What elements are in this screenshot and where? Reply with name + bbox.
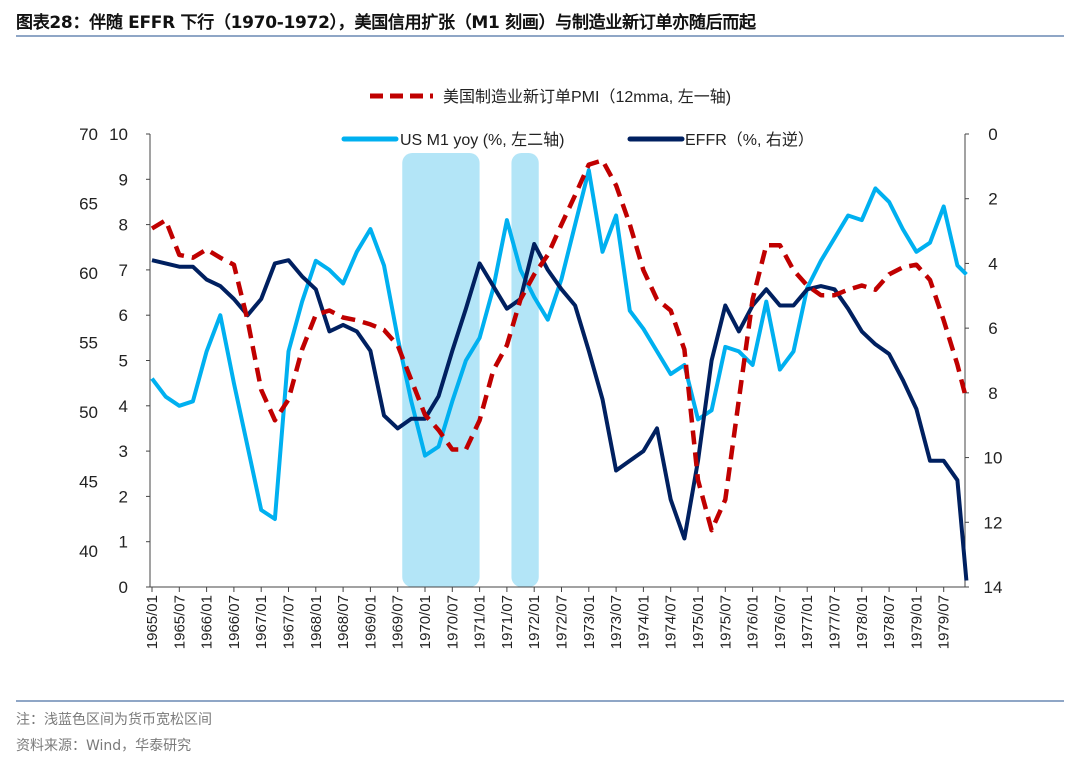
footer-divider: [16, 700, 1064, 702]
x-axis-tick-label: 1974/07: [663, 595, 680, 649]
m1-axis-tick-label: 2: [119, 487, 128, 506]
x-axis-tick-label: 1971/07: [499, 595, 516, 649]
x-axis-tick-label: 1965/01: [144, 595, 161, 649]
easing-period-shade: [511, 153, 539, 587]
m1-axis-tick-label: 8: [119, 216, 128, 235]
x-axis-tick-label: 1976/01: [745, 595, 762, 649]
m1-axis-tick-label: 5: [119, 352, 128, 371]
chart-title: 图表28：伴随 EFFR 下行（1970-1972），美国信用扩张（M1 刻画）…: [16, 13, 756, 33]
effr-axis-tick-label: 10: [984, 449, 1003, 468]
x-axis-tick-label: 1979/01: [908, 595, 925, 649]
x-axis-tick-label: 1978/01: [854, 595, 871, 649]
m1-axis-tick-label: 9: [119, 170, 128, 189]
title-divider: [16, 35, 1064, 37]
x-axis-tick-label: 1976/07: [772, 595, 789, 649]
x-axis-tick-label: 1977/07: [827, 595, 844, 649]
x-axis-tick-label: 1968/07: [335, 595, 352, 649]
legend-pmi-label: 美国制造业新订单PMI（12mma, 左一轴): [443, 88, 731, 106]
effr-axis-tick-label: 4: [988, 254, 997, 273]
pmi-series-line: [150, 158, 969, 533]
m1-axis-tick-label: 1: [119, 533, 128, 552]
footnote: 注：浅蓝色区间为货币宽松区间: [16, 712, 212, 728]
x-axis-tick-label: 1966/01: [199, 595, 216, 649]
x-axis-tick-label: 1970/01: [417, 595, 434, 649]
pmi-axis-tick-label: 45: [79, 473, 98, 492]
pmi-axis-tick-label: 60: [79, 264, 98, 283]
m1-axis-tick-label: 7: [119, 261, 128, 280]
pmi-axis-tick-label: 65: [79, 195, 98, 214]
source-note: 资料来源：Wind，华泰研究: [16, 738, 192, 754]
x-axis-tick-label: 1972/01: [526, 595, 543, 649]
effr-axis-tick-label: 6: [988, 319, 997, 338]
effr-axis-tick-label: 14: [984, 578, 1003, 597]
pmi-axis-tick-label: 55: [79, 334, 98, 353]
effr-axis-tick-label: 0: [988, 125, 997, 144]
x-axis-tick-label: 1975/01: [690, 595, 707, 649]
x-axis-tick-label: 1971/01: [472, 595, 489, 649]
x-axis-tick-label: 1978/07: [881, 595, 898, 649]
x-axis-tick-label: 1966/07: [226, 595, 243, 649]
legend-m1-label: US M1 yoy (%, 左二轴): [400, 131, 564, 149]
m1-axis-tick-label: 3: [119, 442, 128, 461]
x-axis-tick-label: 1973/01: [581, 595, 598, 649]
x-axis-tick-label: 1979/07: [936, 595, 953, 649]
pmi-axis-tick-label: 50: [79, 403, 98, 422]
x-axis-tick-label: 1969/07: [390, 595, 407, 649]
m1-series-line: [150, 168, 968, 521]
effr-axis-tick-label: 8: [988, 384, 997, 403]
x-axis-tick-label: 1968/01: [308, 595, 325, 649]
x-axis-tick-label: 1973/07: [608, 595, 625, 649]
m1-axis-tick-label: 0: [119, 578, 128, 597]
pmi-axis-tick-label: 70: [79, 125, 98, 144]
x-axis-tick-label: 1970/07: [444, 595, 461, 649]
x-axis-tick-label: 1975/07: [717, 595, 734, 649]
x-axis-tick-label: 1974/01: [635, 595, 652, 649]
x-axis-tick-label: 1965/07: [171, 595, 188, 649]
m1-axis-tick-label: 6: [119, 306, 128, 325]
x-axis-tick-label: 1977/01: [799, 595, 816, 649]
effr-axis-tick-label: 2: [988, 190, 997, 209]
m1-axis-tick-label: 10: [109, 125, 128, 144]
legend-effr-label: EFFR（%, 右逆）: [685, 131, 814, 149]
x-axis-tick-label: 1972/07: [554, 595, 571, 649]
pmi-axis-tick-label: 40: [79, 542, 98, 561]
x-axis-tick-label: 1967/01: [253, 595, 270, 649]
effr-series-line: [151, 242, 969, 581]
m1-axis-tick-label: 4: [119, 397, 128, 416]
effr-axis-tick-label: 12: [984, 513, 1003, 532]
easing-period-shade: [402, 153, 480, 587]
x-axis-tick-label: 1967/07: [281, 595, 298, 649]
x-axis-tick-label: 1969/01: [362, 595, 379, 649]
